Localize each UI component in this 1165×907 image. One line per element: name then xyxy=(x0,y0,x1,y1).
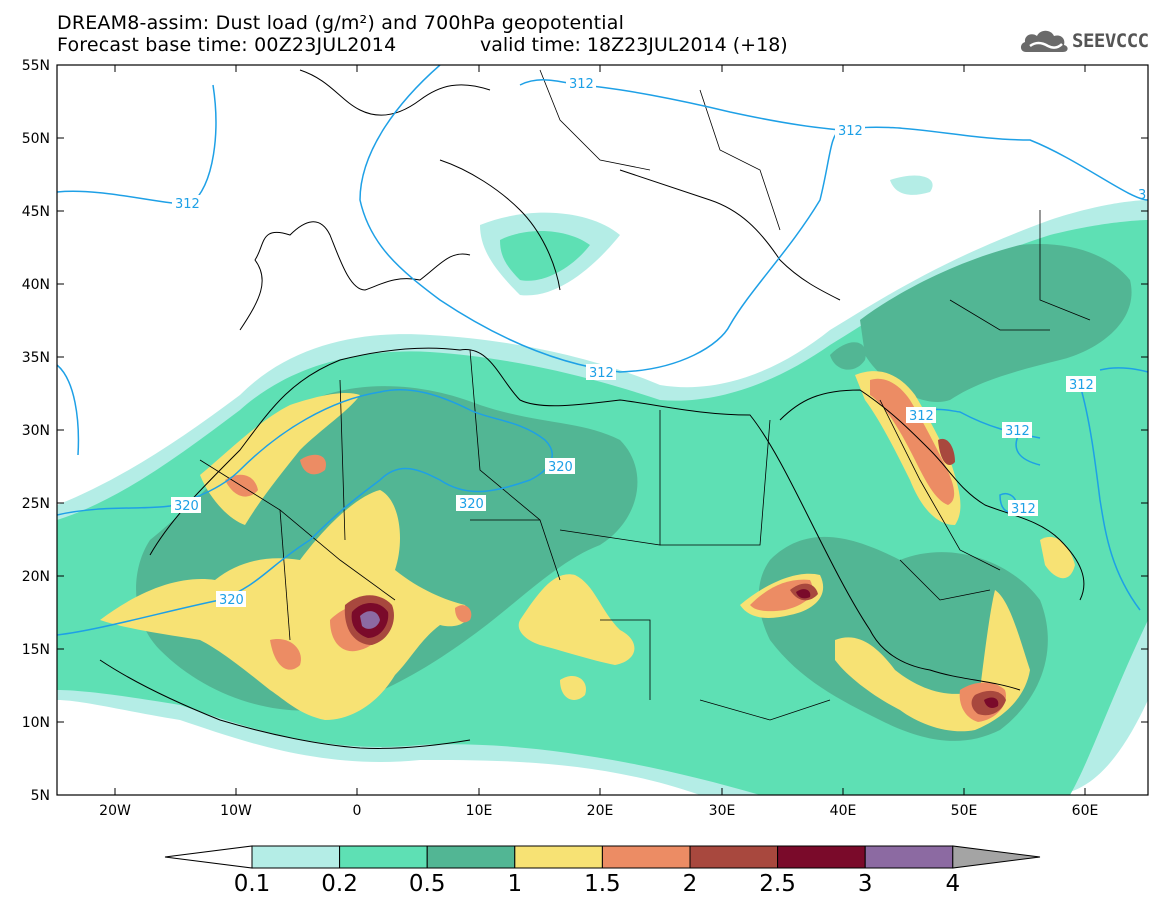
contour-label: 320 xyxy=(548,460,573,475)
colorbar-swatch xyxy=(514,845,603,869)
country-borders xyxy=(199,69,1091,721)
seevccc-logo: SEEVCCC xyxy=(1018,26,1158,58)
colorbar-swatch xyxy=(864,845,954,869)
colorbar-level-label: 2.5 xyxy=(759,871,796,897)
contour-label: 312 xyxy=(838,124,863,139)
colorbar-over-triangle xyxy=(952,845,1041,869)
lon-label: 30E xyxy=(709,803,736,819)
latitude-labels: 55N 50N 45N 40N 35N 30N 25N 20N 15N 10N … xyxy=(22,58,50,804)
colorbar-level-label: 2 xyxy=(683,871,698,897)
lat-label: 35N xyxy=(22,350,50,366)
lat-label: 10N xyxy=(22,715,50,731)
lon-label: 20W xyxy=(99,803,131,819)
lat-label: 30N xyxy=(22,423,50,439)
valid-time: valid time: 18Z23JUL2014 (+18) xyxy=(480,34,788,56)
dust-level-3 xyxy=(360,611,380,629)
contour-label: 312 xyxy=(175,197,200,212)
lat-label: 15N xyxy=(22,642,50,658)
contour-label: 3 xyxy=(1138,188,1146,203)
colorbar-swatch xyxy=(777,845,866,869)
colorbar-swatch xyxy=(251,845,341,869)
lat-label: 5N xyxy=(31,788,50,804)
contour-label: 312 xyxy=(569,77,594,92)
cloud-icon xyxy=(1020,30,1068,52)
contour-label: 320 xyxy=(219,593,244,608)
colorbar-swatch xyxy=(601,845,691,869)
axis-ticks xyxy=(57,64,1148,795)
lat-label: 25N xyxy=(22,496,50,512)
colorbar-swatch xyxy=(426,845,516,869)
contour-label: 312 xyxy=(589,366,614,381)
colorbar-under-triangle xyxy=(164,845,253,869)
colorbar-level-label: 3 xyxy=(858,871,873,897)
contour-label: 320 xyxy=(174,499,199,514)
contour-label: 312 xyxy=(1011,502,1036,517)
lon-label: 0 xyxy=(353,803,362,819)
lon-label: 40E xyxy=(830,803,857,819)
colorbar-swatch xyxy=(339,845,428,869)
colorbar-level-label: 0.2 xyxy=(321,871,358,897)
colorbar-level-label: 4 xyxy=(945,871,960,897)
logo-text: SEEVCCC xyxy=(1072,30,1149,52)
lon-label: 10W xyxy=(220,803,252,819)
colorbar-level-label: 0.5 xyxy=(409,871,446,897)
contour-labels: 312 312 312 312 312 312 312 312 320 320 … xyxy=(171,75,1146,608)
longitude-labels: 20W 10W 0 10E 20E 30E 40E 50E 60E xyxy=(99,803,1098,819)
contour-label: 312 xyxy=(909,409,934,424)
forecast-base-time: Forecast base time: 00Z23JUL2014 xyxy=(57,34,397,56)
coastlines xyxy=(99,69,1085,749)
contour-label: 312 xyxy=(1069,378,1094,393)
lon-label: 60E xyxy=(1072,803,1099,819)
colorbar-level-label: 0.1 xyxy=(234,871,271,897)
lon-label: 20E xyxy=(587,803,614,819)
lon-label: 50E xyxy=(951,803,978,819)
contour-label: 320 xyxy=(459,497,484,512)
lat-label: 20N xyxy=(22,569,50,585)
map-panel: 312 312 312 312 312 312 312 312 320 320 … xyxy=(57,65,1148,795)
lat-label: 55N xyxy=(22,58,50,74)
lat-label: 45N xyxy=(22,204,50,220)
colorbar-level-label: 1 xyxy=(507,871,522,897)
map-title: DREAM8-assim: Dust load (g/m²) and 700hP… xyxy=(57,12,625,34)
contour-label: 312 xyxy=(1005,424,1030,439)
colorbar-level-label: 1.5 xyxy=(584,871,621,897)
lat-label: 50N xyxy=(22,131,50,147)
colorbar-swatch xyxy=(689,845,779,869)
lon-label: 10E xyxy=(466,803,493,819)
colorbar: 0.1 0.2 0.5 1 1.5 2 2.5 3 4 xyxy=(164,845,1041,897)
lat-label: 40N xyxy=(22,277,50,293)
